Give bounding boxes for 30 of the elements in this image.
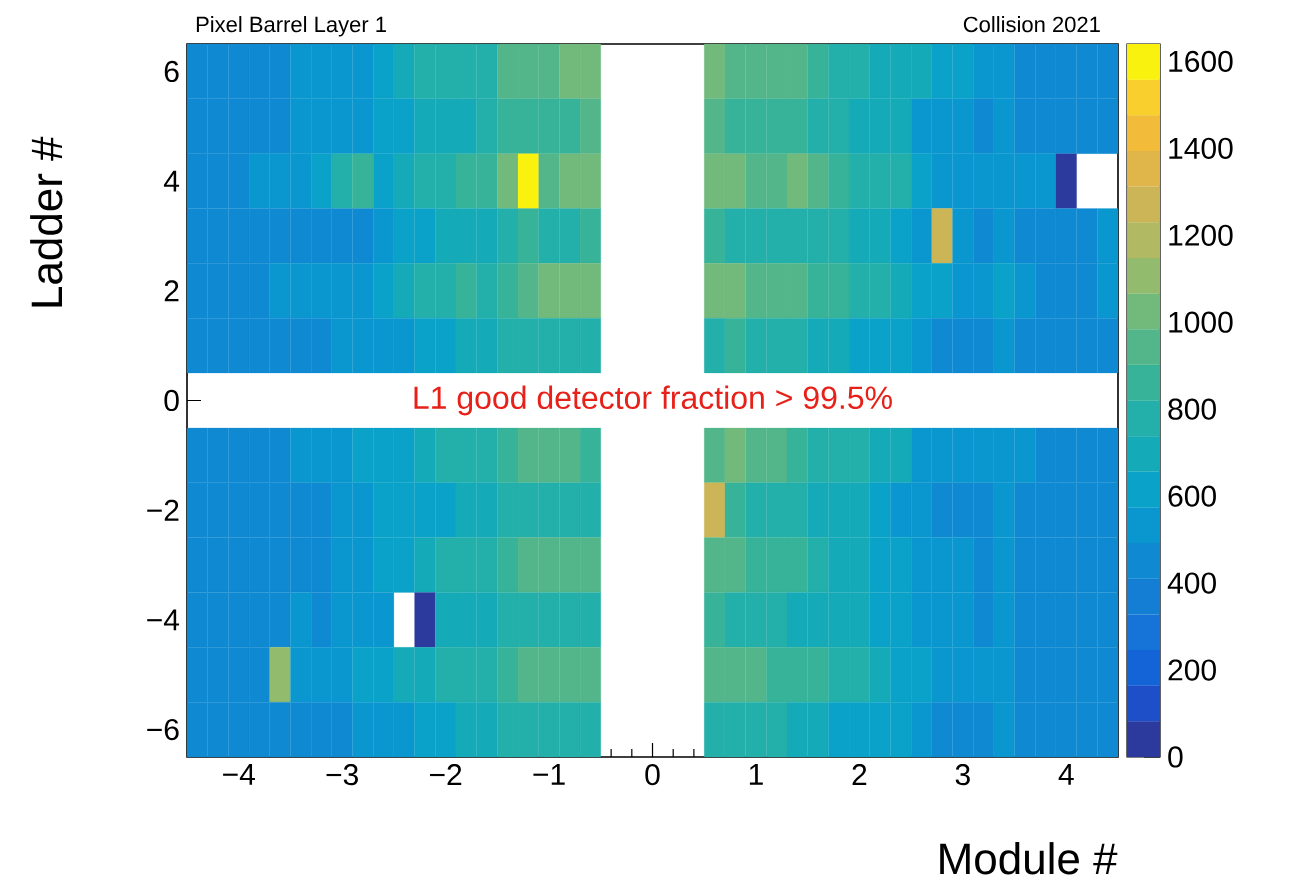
x-tick-label: 2	[852, 764, 867, 785]
color-bar-label: 600	[1168, 485, 1216, 507]
color-bar-label: 800	[1168, 398, 1216, 420]
y-tick-label: 4	[163, 170, 180, 192]
y-tick-label: 0	[164, 389, 179, 412]
x-tick-label: −2	[429, 764, 462, 785]
x-axis-title: Module #	[940, 842, 1118, 875]
y-tick-label: −6	[147, 718, 179, 741]
y-tick-label: −4	[147, 609, 180, 631]
y-tick-label: −2	[147, 499, 179, 521]
x-tick-label: 1	[749, 764, 763, 785]
x-tick-label: 4	[1058, 764, 1074, 785]
y-tick-label: 6	[164, 60, 179, 83]
x-tick-label: 3	[955, 764, 970, 786]
color-bar-label: 400	[1167, 572, 1216, 594]
y-tick-label: 2	[164, 280, 179, 302]
annotation: L1 good detector fraction > 99.5%	[414, 385, 892, 416]
chart-title: Pixel Barrel Layer 1	[196, 16, 386, 37]
y-axis-title: Ladder #	[30, 136, 63, 307]
x-tick-label: 0	[645, 764, 660, 786]
color-bar-label: 1600	[1169, 50, 1233, 72]
x-tick-label: −4	[223, 764, 255, 785]
color-bar-label: 1000	[1169, 311, 1233, 333]
color-bar-label: 0	[1168, 746, 1183, 768]
chart-subtitle: Collision 2021	[963, 16, 1100, 33]
color-bar-label: 1400	[1169, 137, 1233, 159]
color-bar-label: 1200	[1169, 224, 1233, 246]
x-tick-label: −3	[326, 764, 358, 786]
color-bar-label: 200	[1168, 659, 1216, 681]
x-tick-label: −1	[533, 764, 565, 785]
